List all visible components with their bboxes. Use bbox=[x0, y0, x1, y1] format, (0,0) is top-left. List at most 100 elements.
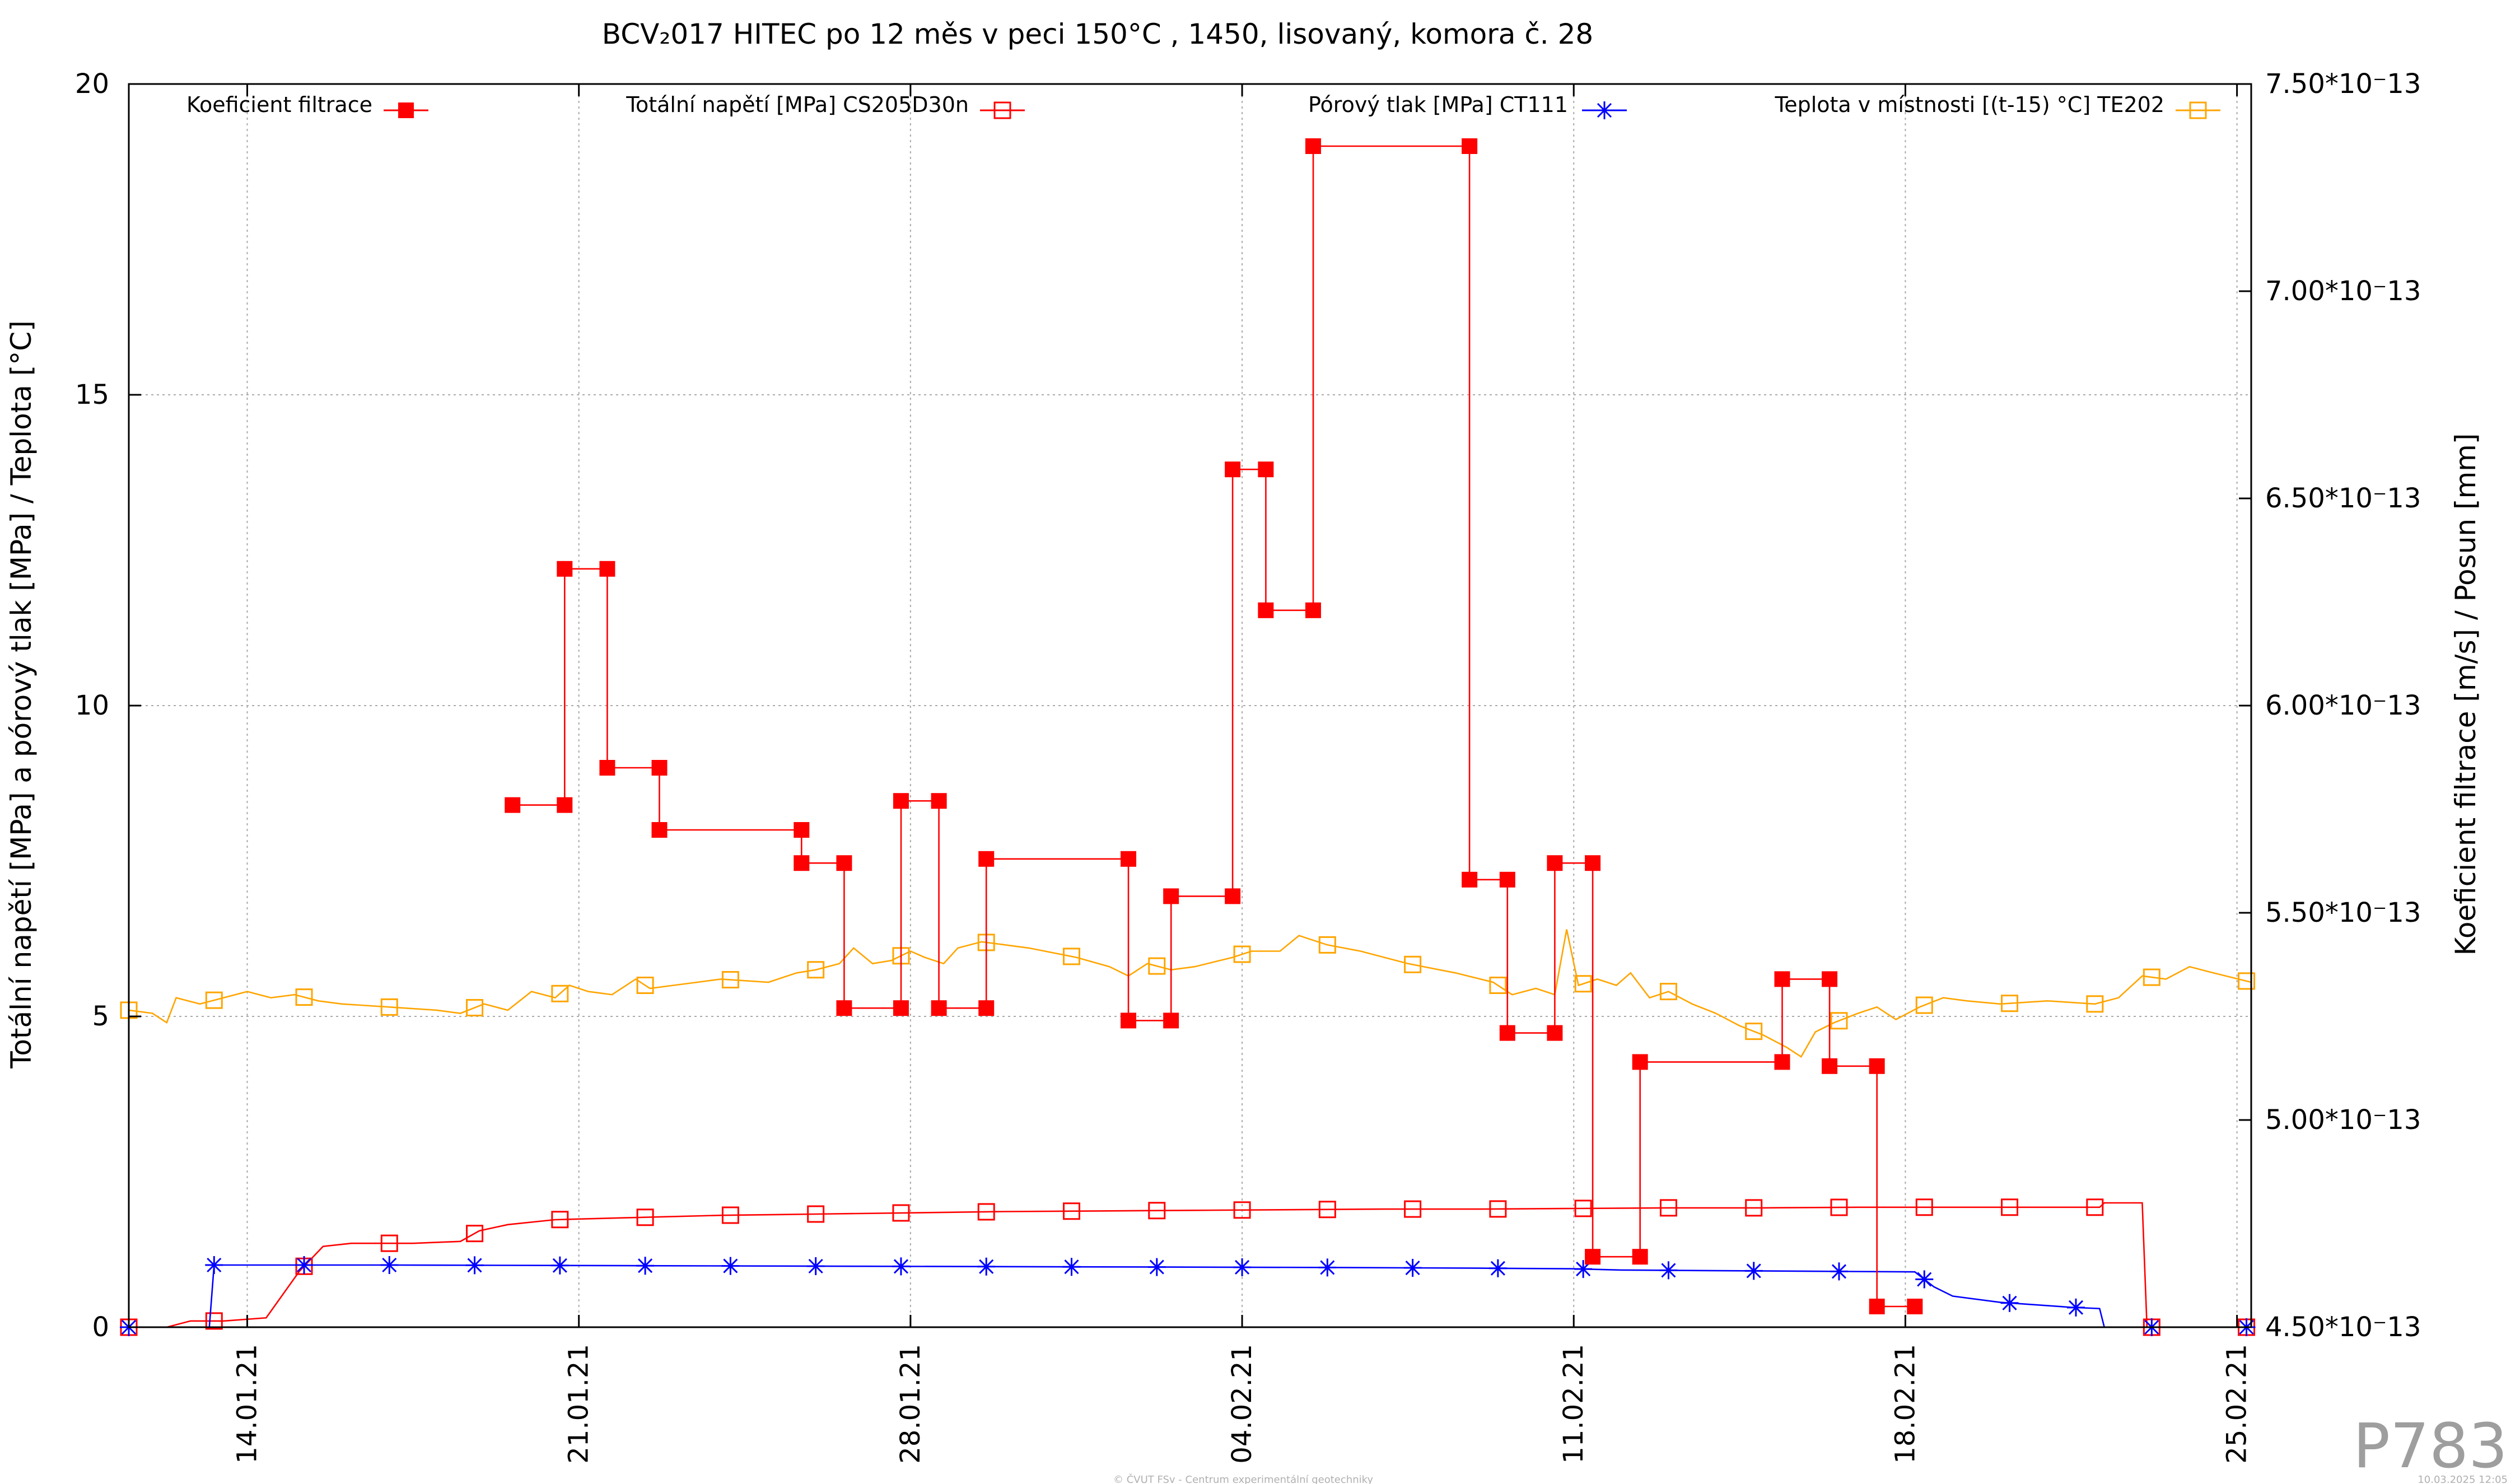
data-point bbox=[1403, 1259, 1422, 1277]
data-point bbox=[836, 855, 852, 871]
data-point bbox=[651, 760, 668, 776]
data-point bbox=[1499, 1025, 1515, 1041]
y-axis-label-left: Totální napětí [MPa] a pórový tlak [MPa]… bbox=[5, 320, 38, 1068]
data-point bbox=[295, 988, 313, 1006]
data-point bbox=[1745, 1023, 1763, 1040]
data-point bbox=[1574, 975, 1592, 993]
y-tick-label-left: 10 bbox=[75, 690, 109, 721]
data-point bbox=[1062, 1258, 1081, 1276]
legend-marker bbox=[2189, 101, 2207, 119]
data-point bbox=[1404, 955, 1422, 973]
data-point bbox=[1462, 138, 1478, 154]
legend-label: Teplota v místnosti [(t-15) °C] TE202 bbox=[1774, 92, 2164, 117]
data-point bbox=[1744, 1262, 1763, 1280]
series-line bbox=[129, 1264, 2251, 1328]
data-point bbox=[1147, 1258, 1166, 1276]
data-point bbox=[1915, 1270, 1934, 1289]
data-point bbox=[380, 1234, 398, 1252]
data-point bbox=[651, 822, 668, 838]
data-point bbox=[978, 1000, 995, 1016]
data-point bbox=[1305, 602, 1321, 618]
data-point bbox=[1305, 138, 1321, 154]
data-point bbox=[2143, 968, 2160, 986]
data-point bbox=[599, 760, 615, 776]
data-point bbox=[1822, 1058, 1838, 1074]
legend-marker bbox=[398, 102, 414, 118]
data-point bbox=[1148, 957, 1166, 975]
y-tick-label-right: 7.00*10⁻13 bbox=[2265, 276, 2421, 307]
x-tick-label: 28.01.21 bbox=[895, 1344, 926, 1464]
data-point bbox=[1574, 1260, 1593, 1278]
data-point bbox=[1121, 1012, 1137, 1029]
data-point bbox=[205, 1312, 223, 1330]
data-point bbox=[1915, 996, 1933, 1014]
x-tick-label: 18.02.21 bbox=[1889, 1344, 1921, 1464]
y-tick-label-right: 5.00*10⁻13 bbox=[2265, 1104, 2421, 1136]
x-tick-label: 21.01.21 bbox=[563, 1344, 595, 1464]
y-axis-label-right: Koeficient filtrace [m/s] / Posun [mm] bbox=[2449, 433, 2482, 956]
legend-marker bbox=[993, 101, 1011, 119]
data-point bbox=[1659, 1261, 1678, 1280]
data-point bbox=[892, 1257, 910, 1276]
data-point bbox=[1547, 855, 1563, 871]
data-point bbox=[1822, 971, 1838, 987]
data-point bbox=[505, 797, 521, 813]
data-point bbox=[205, 1256, 223, 1274]
data-point bbox=[893, 793, 909, 809]
legend-entry: Koeficient filtrace bbox=[186, 92, 428, 118]
y-tick-label-left: 0 bbox=[92, 1312, 109, 1343]
legend: Koeficient filtrace Totální napětí [MPa] … bbox=[186, 92, 2220, 119]
legend-label: Totální napětí [MPa] CS205D30n bbox=[626, 92, 969, 117]
legend-label: Koeficient filtrace bbox=[186, 92, 372, 117]
y-tick-label-left: 5 bbox=[92, 1001, 109, 1032]
data-point bbox=[551, 984, 569, 1002]
data-point bbox=[1163, 1012, 1179, 1029]
series-3 bbox=[120, 929, 2256, 1058]
x-tick-label: 14.01.21 bbox=[231, 1344, 263, 1464]
data-point bbox=[1318, 936, 1336, 954]
data-point bbox=[931, 1000, 947, 1016]
y-tick-label-right: 7.50*10⁻13 bbox=[2265, 68, 2421, 100]
axes: 14.01.21 21.01.21 28.01.21 04.02.21 11.02.21… bbox=[75, 68, 2421, 1464]
data-point bbox=[721, 1257, 740, 1275]
data-point bbox=[1233, 945, 1251, 963]
data-point bbox=[1404, 1200, 1422, 1218]
series-2 bbox=[120, 1256, 2256, 1336]
data-point bbox=[931, 793, 947, 809]
data-point bbox=[1574, 1200, 1592, 1217]
data-point bbox=[1233, 1201, 1251, 1219]
data-point bbox=[1830, 1012, 1848, 1030]
data-point bbox=[1659, 1199, 1677, 1217]
data-point bbox=[1225, 888, 1241, 904]
data-point bbox=[892, 1204, 910, 1222]
y-tick-label-right: 4.50*10⁻13 bbox=[2265, 1312, 2421, 1343]
data-point bbox=[1585, 855, 1601, 871]
data-point bbox=[2000, 1294, 2019, 1312]
data-point bbox=[893, 1000, 909, 1016]
data-point bbox=[794, 855, 810, 871]
data-point bbox=[2086, 1198, 2104, 1216]
data-point bbox=[1830, 1262, 1848, 1281]
x-tick-label: 25.02.21 bbox=[2222, 1344, 2253, 1464]
data-point bbox=[2086, 995, 2104, 1013]
data-point bbox=[466, 1225, 484, 1243]
footer-left: © ČVUT FSv - Centrum experimentální geot… bbox=[1113, 1473, 1373, 1484]
data-point bbox=[466, 998, 484, 1016]
data-point bbox=[1774, 1054, 1790, 1070]
data-point bbox=[1907, 1299, 1923, 1314]
data-point bbox=[2001, 1198, 2019, 1216]
series-line bbox=[512, 145, 1915, 1308]
data-point bbox=[557, 797, 573, 813]
x-tick-label: 11.02.21 bbox=[1558, 1344, 1589, 1464]
data-point bbox=[1774, 971, 1790, 987]
data-point bbox=[1233, 1258, 1252, 1276]
data-point bbox=[1318, 1258, 1337, 1277]
data-point bbox=[636, 977, 654, 994]
data-point bbox=[295, 1256, 314, 1274]
chart-title: BCV₂017 HITEC po 12 měs v peci 150°C , 1… bbox=[602, 18, 1593, 50]
plot-area bbox=[120, 138, 2256, 1336]
data-point bbox=[2001, 995, 2019, 1012]
data-point bbox=[836, 1000, 852, 1016]
data-point bbox=[1163, 888, 1179, 904]
